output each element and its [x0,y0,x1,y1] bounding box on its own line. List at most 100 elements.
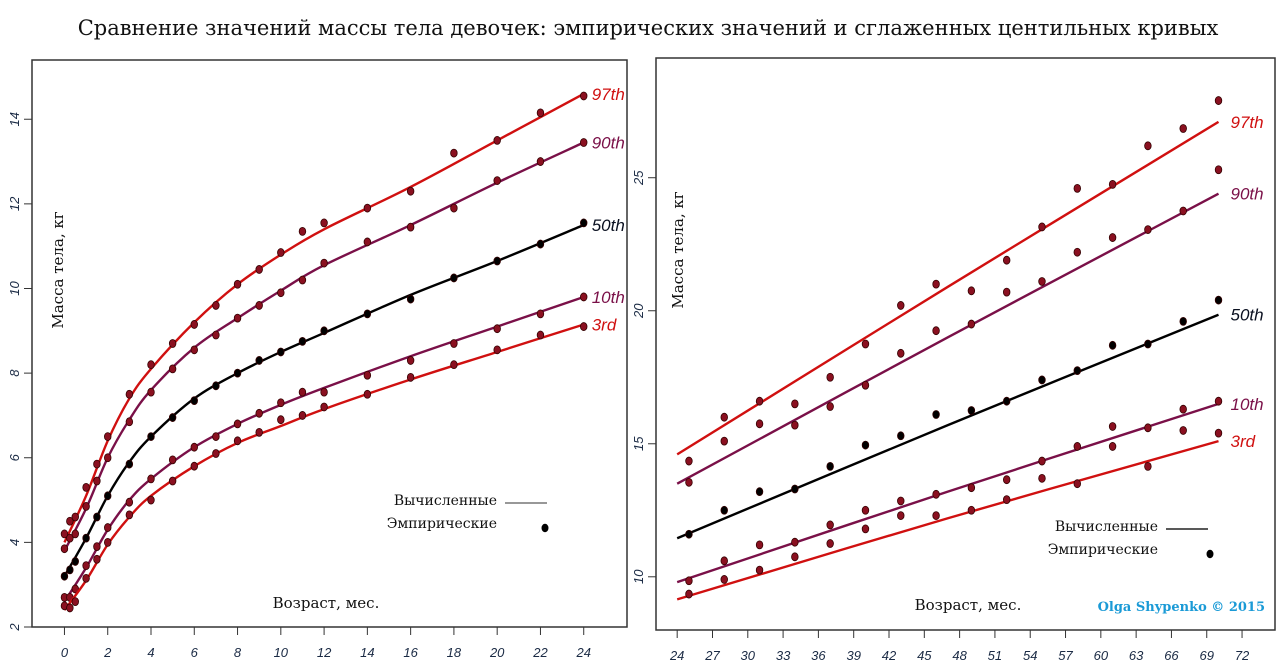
empirical-point [212,381,220,391]
empirical-point [720,575,728,584]
empirical-point [755,565,764,575]
empirical-point [71,512,79,522]
empirical-point [320,218,328,228]
empirical-point [1108,179,1117,189]
fitted-curve-97th [676,120,1220,456]
legend-empirical-dot [541,523,549,533]
empirical-point [125,510,134,520]
y-tick-label: 15 [631,436,646,451]
empirical-point [255,265,263,274]
x-tick-label: 39 [846,648,860,663]
empirical-point [791,537,799,547]
empirical-point [450,273,458,283]
empirical-point [755,540,764,550]
percentile-label: 50th [592,216,625,235]
empirical-point [685,456,693,466]
empirical-point [233,419,242,429]
empirical-point [536,309,545,319]
empirical-point [685,529,693,539]
empirical-point [897,496,905,506]
empirical-point [320,402,328,412]
empirical-point [826,402,834,411]
empirical-point [82,561,90,571]
empirical-point [826,520,834,530]
fitted-curve-90th [63,141,585,552]
empirical-point [932,511,940,520]
x-tick-label: 0 [61,645,69,660]
x-tick-label: 22 [532,645,548,660]
fitted-curve-3rd [676,439,1219,601]
empirical-point [190,345,198,355]
empirical-point [1002,255,1011,265]
empirical-point [791,484,799,494]
empirical-point [147,474,155,484]
empirical-point [363,389,372,399]
empirical-point [580,292,588,302]
empirical-point [93,512,101,522]
empirical-point [82,502,90,511]
percentile-label: 10th [592,288,625,307]
empirical-point [1038,375,1046,385]
empirical-point [363,203,372,213]
empirical-point [1144,225,1152,235]
empirical-point [536,157,545,166]
empirical-point [82,573,90,583]
empirical-point [93,542,101,552]
empirical-point [212,432,220,441]
fitted-curve-3rd [63,323,585,611]
percentile-label: 97th [592,85,625,104]
y-tick-label: 4 [7,539,22,546]
y-tick-label: 10 [631,569,646,584]
empirical-point [791,399,799,409]
x-axis-label: Возраст, мес. [273,594,380,612]
fitted-curve-10th [63,295,585,603]
empirical-point [580,322,588,331]
percentile-label: 97th [1231,113,1264,132]
empirical-point [66,565,74,575]
empirical-point [493,345,501,355]
series-90th: 90th [676,165,1264,487]
empirical-point [255,356,263,365]
empirical-point [861,380,870,390]
x-tick-label: 51 [988,648,1002,663]
x-tick-label: 12 [317,645,332,660]
x-tick-label: 66 [1164,648,1179,663]
x-tick-label: 60 [1094,648,1109,663]
empirical-point [967,286,976,296]
empirical-point [212,301,220,310]
legend: Вычисленные Эмпирические [387,493,549,533]
chart-title: Сравнение значений массы тела девочек: э… [78,16,1219,40]
empirical-point [1073,442,1081,451]
empirical-point [320,326,328,336]
legend-fitted-label: Вычисленные [1055,519,1158,535]
empirical-point [71,584,79,594]
empirical-point [1108,233,1117,242]
empirical-point [755,396,764,406]
percentile-label: 10th [1231,395,1264,414]
x-tick-label: 24 [575,645,590,660]
empirical-point [71,597,79,607]
empirical-point [147,387,155,397]
empirical-point [147,432,155,441]
y-tick-label: 20 [631,303,646,319]
empirical-point [861,505,870,515]
empirical-point [685,589,693,599]
empirical-point [212,449,220,458]
y-tick-label: 10 [7,280,22,295]
empirical-point [363,370,372,380]
empirical-point [320,387,328,397]
empirical-point [255,408,263,418]
empirical-point [1144,141,1152,151]
empirical-point [255,301,263,310]
empirical-point [406,372,415,382]
legend-fitted-label: Вычисленные [394,493,497,509]
empirical-point [212,330,220,340]
empirical-point [168,339,177,348]
empirical-point [93,554,101,564]
empirical-point [406,186,415,196]
empirical-point [190,396,198,406]
empirical-point [363,237,372,247]
percentile-label: 3rd [592,315,617,334]
empirical-point [720,505,728,515]
empirical-point [255,427,263,437]
